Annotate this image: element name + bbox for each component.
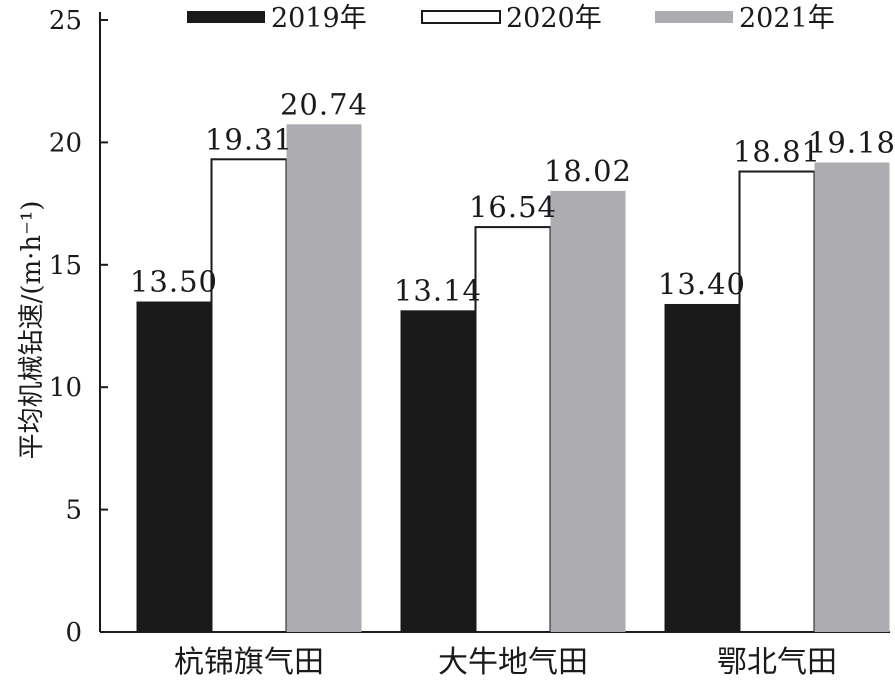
value-label: 13.50 bbox=[130, 265, 218, 299]
y-tick-label: 5 bbox=[65, 496, 82, 526]
value-label: 18.02 bbox=[544, 154, 632, 188]
legend-swatch-2 bbox=[421, 10, 501, 24]
y-axis-title: 平均机械钻速/(m·h⁻¹) bbox=[17, 201, 47, 460]
legend-swatch-1 bbox=[187, 11, 265, 23]
bars bbox=[136, 124, 890, 634]
bar-3-1 bbox=[286, 124, 362, 633]
value-label: 20.74 bbox=[280, 87, 368, 121]
legend-swatch-3 bbox=[655, 11, 733, 23]
category-label: 鄂北气田 bbox=[717, 645, 837, 680]
legend: 2019年 2020年 2021年 bbox=[187, 3, 835, 34]
legend-label: 2020年 bbox=[506, 3, 602, 34]
legend-label: 2019年 bbox=[271, 3, 367, 34]
y-tick-label: 25 bbox=[49, 6, 82, 36]
bar-3-2 bbox=[550, 190, 626, 632]
axes: 0 5 10 15 20 25 杭锦旗气田 大牛地气田 鄂北气田 bbox=[49, 6, 890, 680]
y-tick-label: 10 bbox=[49, 373, 82, 403]
bar-3-3 bbox=[814, 162, 890, 632]
value-label: 13.40 bbox=[658, 267, 746, 301]
value-label: 19.18 bbox=[808, 125, 895, 159]
value-label: 16.54 bbox=[469, 190, 557, 224]
bar-1-1 bbox=[136, 301, 212, 632]
bar-2-2 bbox=[474, 226, 552, 633]
value-label: 13.14 bbox=[394, 273, 482, 307]
y-tick-label: 15 bbox=[49, 251, 82, 281]
bar-1-3 bbox=[664, 303, 740, 632]
bar-2-1 bbox=[210, 158, 288, 633]
y-tick-label: 20 bbox=[49, 128, 82, 158]
category-label: 大牛地气田 bbox=[438, 645, 588, 680]
bar-1-2 bbox=[400, 310, 476, 632]
value-label: 19.31 bbox=[205, 122, 293, 156]
bar-2-3 bbox=[738, 170, 816, 634]
category-label: 杭锦旗气田 bbox=[174, 645, 324, 680]
value-label: 18.81 bbox=[733, 135, 821, 169]
y-tick-label: 0 bbox=[65, 618, 82, 648]
legend-label: 2021年 bbox=[739, 3, 835, 34]
